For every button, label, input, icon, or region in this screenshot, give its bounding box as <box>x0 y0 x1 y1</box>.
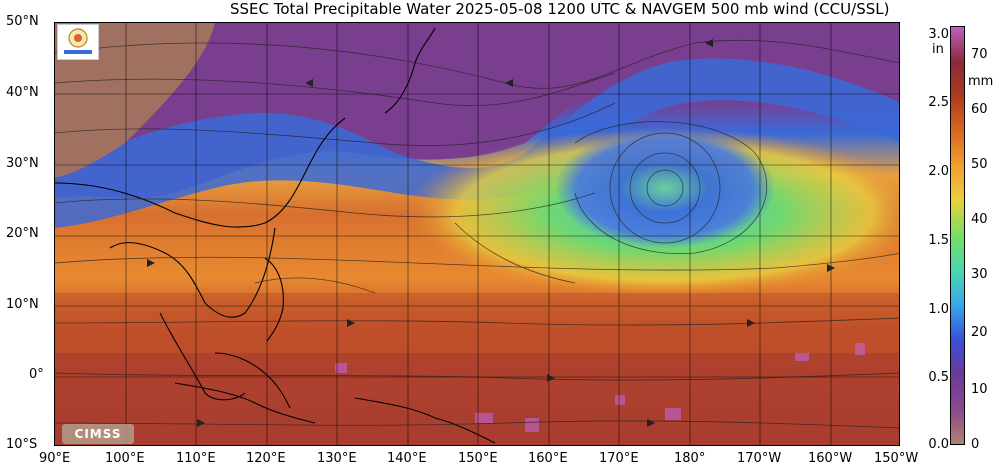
tpw-map-svg <box>55 23 899 445</box>
colorbar-mm-tick: 0 <box>971 437 980 452</box>
ssec-logo-icon <box>57 24 99 60</box>
cutoff-low-ring <box>555 128 775 248</box>
coastlines <box>55 27 496 444</box>
lon-label-90e: 90°E <box>39 451 71 466</box>
colorbar-in-tick: 0.5 <box>928 370 949 385</box>
chart-title: SSEC Total Precipitable Water 2025-05-08… <box>230 0 890 18</box>
lon-label-170e: 170°E <box>599 451 639 466</box>
lon-label-180: 180° <box>674 451 706 466</box>
tpw-colorbar <box>950 26 965 445</box>
colorbar-in-tick: 3.0 <box>928 27 949 42</box>
lon-label-140e: 140°E <box>387 451 427 466</box>
colorbar-mm-tick: 30 <box>971 267 988 282</box>
colorbar-in-tick: 1.5 <box>928 233 949 248</box>
lon-label-120e: 120°E <box>246 451 286 466</box>
lon-label-160e: 160°E <box>528 451 568 466</box>
lat-label-30n: 30°N <box>6 156 39 171</box>
colorbar-in-tick: 0.0 <box>928 437 949 452</box>
colorbar-in-tick: 2.5 <box>928 95 949 110</box>
colorbar-mm-tick: 60 <box>971 102 988 117</box>
lat-label-40n: 40°N <box>6 85 39 100</box>
colorbar-mm-tick: 50 <box>971 157 988 172</box>
colorbar-mm-tick: 20 <box>971 325 988 340</box>
graticule <box>55 23 899 445</box>
colorbar-unit-in: in <box>932 42 944 57</box>
wind-arrows <box>147 39 835 427</box>
lat-label-50n: 50°N <box>6 14 39 29</box>
lon-label-110e: 110°E <box>176 451 216 466</box>
lat-label-0: 0° <box>29 367 44 382</box>
tpw-map <box>54 22 900 446</box>
lon-label-160w: 160°W <box>808 451 853 466</box>
lat-label-10n: 10°N <box>6 297 39 312</box>
colorbar-mm-tick: 10 <box>971 382 988 397</box>
south-band <box>55 353 899 445</box>
lon-label-150e: 150°E <box>458 451 498 466</box>
lat-label-20n: 20°N <box>6 226 39 241</box>
lon-label-130e: 130°E <box>317 451 357 466</box>
lat-label-10s: 10°S <box>6 437 38 452</box>
lon-label-150w: 150°W <box>874 451 919 466</box>
high-tpw-speckles <box>335 343 865 432</box>
lon-label-100e: 100°E <box>105 451 145 466</box>
colorbar-in-tick: 1.0 <box>928 302 949 317</box>
colorbar-mm-tick: 70 <box>971 47 988 62</box>
wind-streamlines <box>55 39 899 429</box>
colorbar-unit-mm: mm <box>968 74 994 89</box>
colorbar-in-tick: 2.0 <box>928 164 949 179</box>
colorbar-mm-tick: 40 <box>971 212 988 227</box>
dry-land-asia <box>55 23 215 178</box>
moisture-plume <box>55 58 899 228</box>
cimss-logo: CIMSS <box>62 424 134 444</box>
lon-label-170w: 170°W <box>737 451 782 466</box>
